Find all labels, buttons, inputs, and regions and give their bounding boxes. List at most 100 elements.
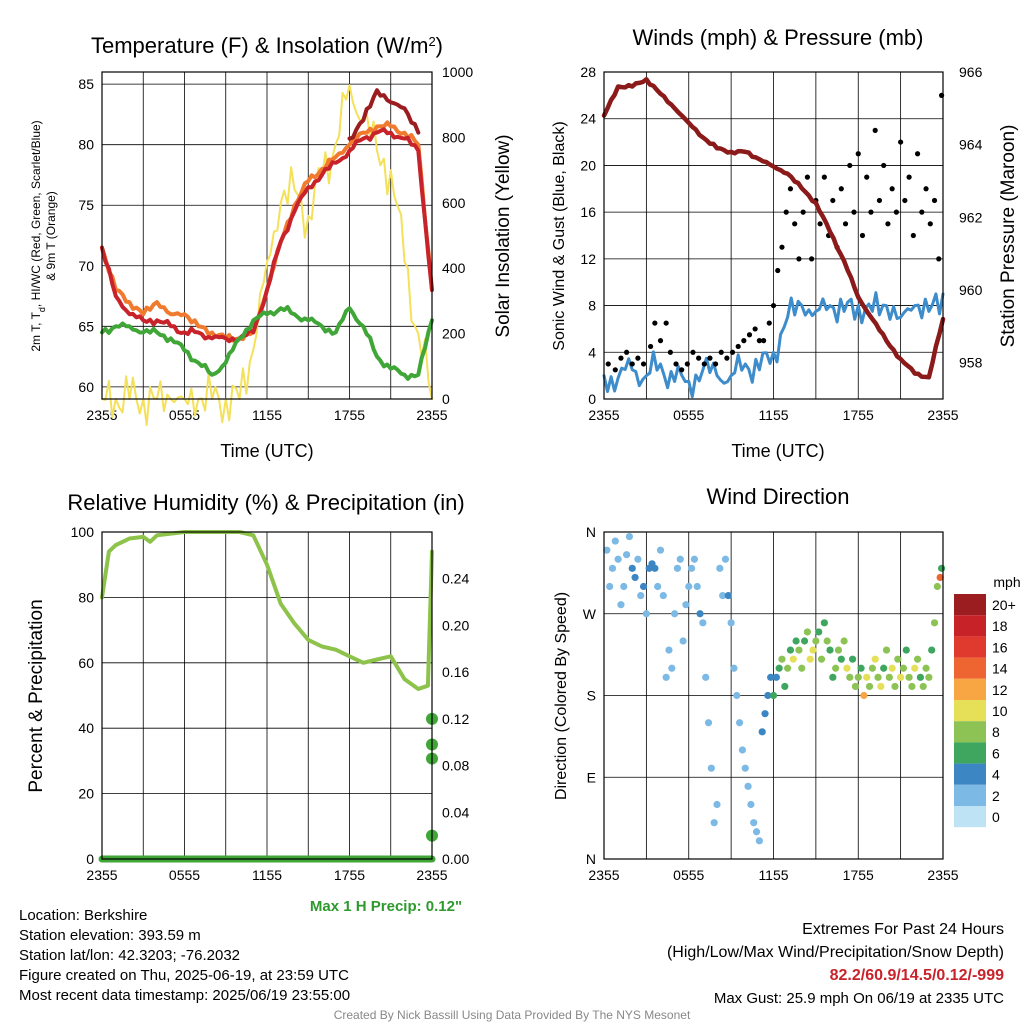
direction-point [894,655,902,663]
direction-point [687,564,696,572]
direction-xtick-label: 0555 [673,867,704,883]
precip-ytick-label: 0.16 [442,664,469,680]
direction-point [631,573,639,582]
direction-point [786,646,795,654]
legend-swatch [954,763,986,785]
direction-point [798,664,806,672]
temperature-xtick-label: 2355 [416,407,447,423]
direction-point [628,564,636,572]
direction-point [676,555,684,563]
gust-point [741,338,747,344]
legend-swatch [954,806,986,828]
direction-point [704,719,713,727]
direction-point [905,673,913,681]
gust-point [923,186,929,192]
direction-point [671,610,679,618]
direction-point [863,673,871,681]
direction-point [673,564,682,572]
direction-point [849,655,857,663]
gust-point [910,232,916,239]
gust-point [906,174,912,180]
direction-point [702,673,710,681]
direction-point [750,819,758,827]
insolation-ytick-label: 1000 [442,64,473,80]
gust-point [667,349,673,355]
gust-point [766,320,772,326]
gust-point [847,162,853,169]
pressure-ytick-label: 960 [959,282,983,298]
direction-point [913,655,922,663]
gust-point [746,332,753,338]
pressure-ytick-label: 964 [959,137,983,153]
direction-point [699,619,707,627]
direction-point [806,655,814,663]
gust-point [652,320,658,326]
temperature-ylabel-rest: , HI/WC (Red, Green, Scarlet/Blue) [29,120,43,307]
gust-point [881,162,887,169]
direction-point [721,555,730,563]
direction-point [761,710,769,718]
legend-swatch [954,594,986,616]
gust-point [775,267,781,274]
gust-point [876,197,883,204]
direction-point [665,646,673,654]
gust-point [809,256,815,262]
gust-point [885,221,891,227]
direction-point [707,764,715,772]
direction-point [690,555,699,563]
insolation-ytick-label: 600 [442,195,466,211]
humidity-ytick-label: 20 [78,786,94,802]
humidity-ytick-label: 80 [78,589,94,605]
direction-point [736,719,744,727]
direction-xtick-label: 2355 [927,867,958,883]
direction-ylabel: Direction (Colored By Speed) [553,592,570,800]
gust-point [624,349,630,355]
gust-point [902,197,908,204]
direction-point [781,682,789,691]
direction-point [693,582,701,591]
direction-point [710,819,718,827]
direction-point [854,673,862,681]
direction-point [885,673,893,681]
direction-point [764,691,772,700]
direction-point [614,555,622,563]
gust-point [868,209,874,215]
direction-point [834,646,843,654]
humidity-plot-frame [101,531,433,860]
winds-ytick-label: 28 [580,64,596,80]
gust-point [927,221,933,227]
gust-point [735,343,741,350]
direction-point [803,628,812,636]
extremes-block: Extremes For Past 24 Hours (High/Low/Max… [667,918,1004,1010]
gust-point [690,349,696,355]
temperature-ylabel-subscript: d [37,307,47,312]
direction-ytick-label: N [586,851,596,867]
direction-point [752,828,761,836]
max-gust: Max Gust: 25.9 mph On 06/19 at 2335 UTC [713,990,1004,1007]
gust-point [761,338,767,344]
winds-ytick-label: 16 [580,204,596,220]
temperature-xtick-label: 2355 [86,407,117,423]
max-precip-label: Max 1 H Precip: 0.12" [310,898,462,915]
direction-xtick-label: 1155 [758,867,788,883]
direction-point [611,537,619,545]
gust-point [663,320,669,326]
precip-ytick-label: 0.20 [442,617,469,633]
gust-point [718,349,724,355]
direction-point [769,691,778,700]
direction-point [815,628,823,636]
direction-point [795,646,803,654]
gust-point [889,186,895,192]
direction-point [741,764,749,772]
temperature-xtick-label: 1755 [334,407,365,423]
direction-point [733,691,741,700]
direction-point [679,637,687,645]
gust-point [804,174,811,180]
gust-point [640,361,647,367]
extremes-heading: Extremes For Past 24 Hours [802,921,1004,938]
direction-point [738,746,747,754]
direction-ytick-label: E [587,769,596,785]
winds-ylabel: Sonic Wind & Gust (Blue, Black) [551,121,568,350]
direction-point [682,601,690,609]
direction-point [933,582,941,591]
